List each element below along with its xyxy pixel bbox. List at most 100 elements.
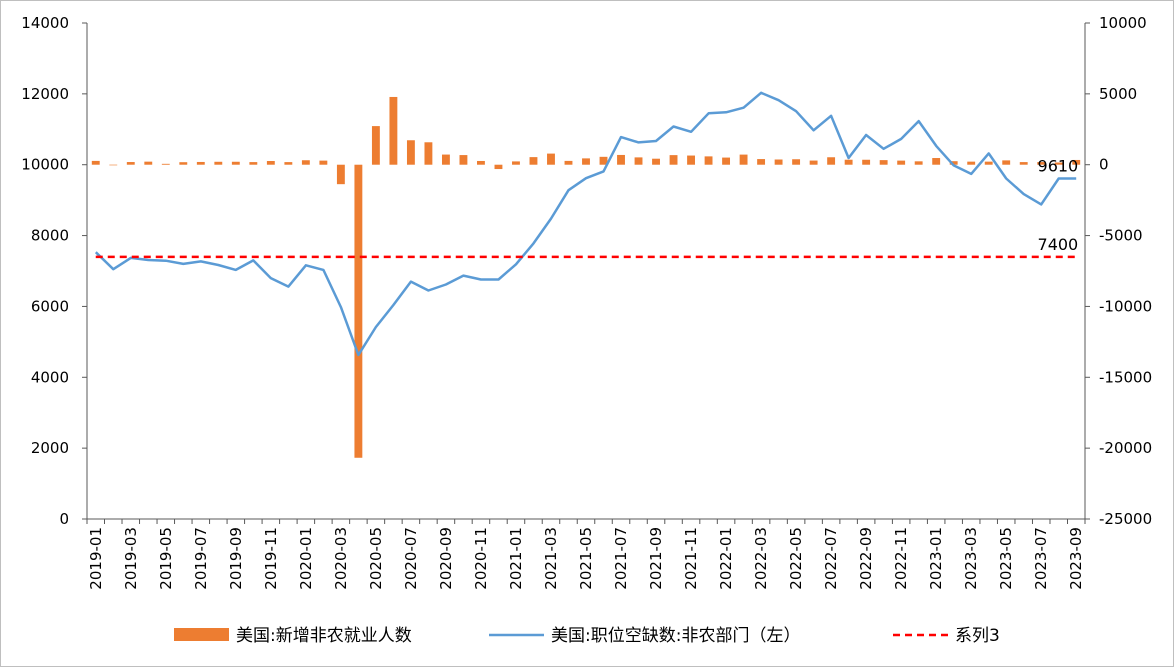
bar-2019-01 — [91, 160, 100, 165]
right-axis-tick-label: -5000 — [1099, 227, 1143, 245]
bar-2020-10 — [459, 155, 468, 165]
bar-2019-11 — [266, 161, 275, 165]
left-axis-tick-label: 12000 — [21, 85, 69, 103]
bar-2022-06 — [809, 160, 818, 165]
x-axis-tick-label: 2020-01 — [297, 527, 315, 590]
right-axis-tick-label: 10000 — [1099, 14, 1147, 32]
right-axis-tick-label: 5000 — [1099, 85, 1137, 103]
bar-2020-01 — [301, 160, 310, 165]
x-axis-tick-label: 2022-07 — [822, 527, 840, 590]
x-axis-tick-label: 2021-01 — [507, 527, 525, 590]
bar-2021-10 — [669, 155, 678, 165]
right-axis-tick-label: -20000 — [1099, 439, 1152, 457]
x-axis-tick-label: 2019-09 — [227, 527, 245, 590]
bar-2020-02 — [319, 160, 328, 165]
x-axis-tick-label: 2019-05 — [157, 527, 175, 590]
data-label-7400: 7400 — [1038, 235, 1079, 254]
bar-2023-03 — [967, 161, 976, 165]
bar-2019-07 — [196, 161, 205, 165]
legend-label-1: 美国:职位空缺数:非农部门（左） — [551, 626, 800, 646]
job-openings-line — [94, 91, 1077, 357]
left-axis-tick-label: 6000 — [31, 297, 69, 315]
bar-2021-01 — [512, 161, 520, 165]
bar-2022-11 — [897, 160, 906, 165]
bar-2022-09 — [862, 159, 871, 165]
annotations: 9610 7400 — [1038, 157, 1079, 254]
bar-2019-03 — [126, 162, 135, 165]
right-axis-tick-label: -15000 — [1099, 368, 1152, 386]
x-axis-tick-label: 2023-03 — [962, 527, 980, 590]
x-axis-tick-label: 2022-11 — [892, 527, 910, 590]
bar-2020-09 — [441, 154, 450, 165]
bar-2023-05 — [1002, 160, 1011, 165]
legend-label-2: 系列3 — [955, 626, 1000, 646]
bar-2019-09 — [231, 161, 240, 165]
left-axis-tick-label: 8000 — [31, 227, 69, 245]
x-axis-tick-label: 2019-01 — [87, 527, 105, 590]
line-series — [94, 91, 1077, 357]
left-axis-tick-label: 2000 — [31, 439, 69, 457]
bar-2021-07 — [617, 154, 625, 165]
bar-2023-07 — [1037, 162, 1046, 165]
bar-2022-05 — [792, 159, 801, 165]
x-axis-tick-label: 2023-09 — [1067, 527, 1085, 590]
bar-2022-03 — [757, 159, 766, 165]
x-axis-tick-label: 2022-05 — [787, 527, 805, 590]
bar-2021-02 — [529, 157, 538, 165]
bar-2022-04 — [774, 159, 783, 165]
bar-2021-09 — [652, 158, 660, 165]
bar-2019-02 — [109, 164, 118, 166]
bar-2020-05 — [371, 126, 380, 165]
bar-series — [91, 96, 1081, 458]
bar-2019-04 — [144, 161, 153, 165]
bar-2021-06 — [599, 156, 608, 165]
bar-2023-08 — [1054, 162, 1063, 165]
x-axis-tick-label: 2021-03 — [542, 527, 560, 590]
legend-swatch-bar — [174, 628, 229, 641]
bar-2019-06 — [179, 162, 188, 165]
right-axis-tick-label: -25000 — [1099, 510, 1152, 528]
left-axis-tick-label: 0 — [59, 510, 69, 528]
bar-2022-08 — [844, 159, 853, 165]
bar-2023-06 — [1019, 162, 1028, 165]
x-axis-tick-label: 2021-11 — [682, 527, 700, 590]
legend: 美国:新增非农就业人数 美国:职位空缺数:非农部门（左） 系列3 — [174, 626, 1000, 646]
right-axis-tick-label: -10000 — [1099, 297, 1152, 315]
bar-2019-05 — [161, 163, 170, 165]
right-axis-tick-label: 0 — [1099, 156, 1109, 174]
bar-2021-08 — [634, 157, 643, 165]
left-axis-tick-label: 4000 — [31, 368, 69, 386]
tick-labels: 0 2000 4000 6000 8000 10000 12000 14000 -25000 -2… — [21, 14, 1152, 590]
x-axis-tick-label: 2021-07 — [612, 527, 630, 590]
bar-2021-11 — [687, 155, 695, 165]
x-axis-tick-label: 2019-03 — [122, 527, 140, 590]
bar-2022-01 — [722, 157, 731, 165]
bar-2020-03 — [336, 164, 345, 185]
x-axis-tick-label: 2021-09 — [647, 527, 665, 590]
bar-2020-07 — [406, 140, 415, 165]
bar-2021-12 — [704, 156, 713, 165]
left-axis-tick-label: 14000 — [21, 14, 69, 32]
bar-2020-12 — [494, 164, 503, 170]
bar-2021-03 — [547, 153, 555, 165]
bar-2019-10 — [249, 162, 258, 165]
bar-2021-04 — [564, 160, 573, 165]
left-axis-tick-label: 10000 — [21, 156, 69, 174]
bar-2023-09 — [1072, 159, 1081, 165]
bar-2020-11 — [477, 160, 485, 165]
bar-2020-04 — [354, 164, 363, 458]
bar-2023-04 — [984, 161, 993, 165]
x-axis-tick-label: 2019-07 — [192, 527, 210, 590]
x-axis-tick-label: 2022-03 — [752, 527, 770, 590]
x-axis-tick-label: 2020-05 — [367, 527, 385, 590]
x-axis-tick-label: 2020-11 — [472, 527, 490, 590]
bar-2021-05 — [582, 158, 590, 165]
bar-2023-02 — [949, 161, 958, 165]
bar-2019-12 — [284, 162, 293, 165]
x-axis-tick-label: 2020-03 — [332, 527, 350, 590]
x-axis-tick-label: 2019-11 — [262, 527, 280, 590]
bar-2023-01 — [932, 158, 941, 165]
x-axis-tick-label: 2023-07 — [1032, 527, 1050, 590]
